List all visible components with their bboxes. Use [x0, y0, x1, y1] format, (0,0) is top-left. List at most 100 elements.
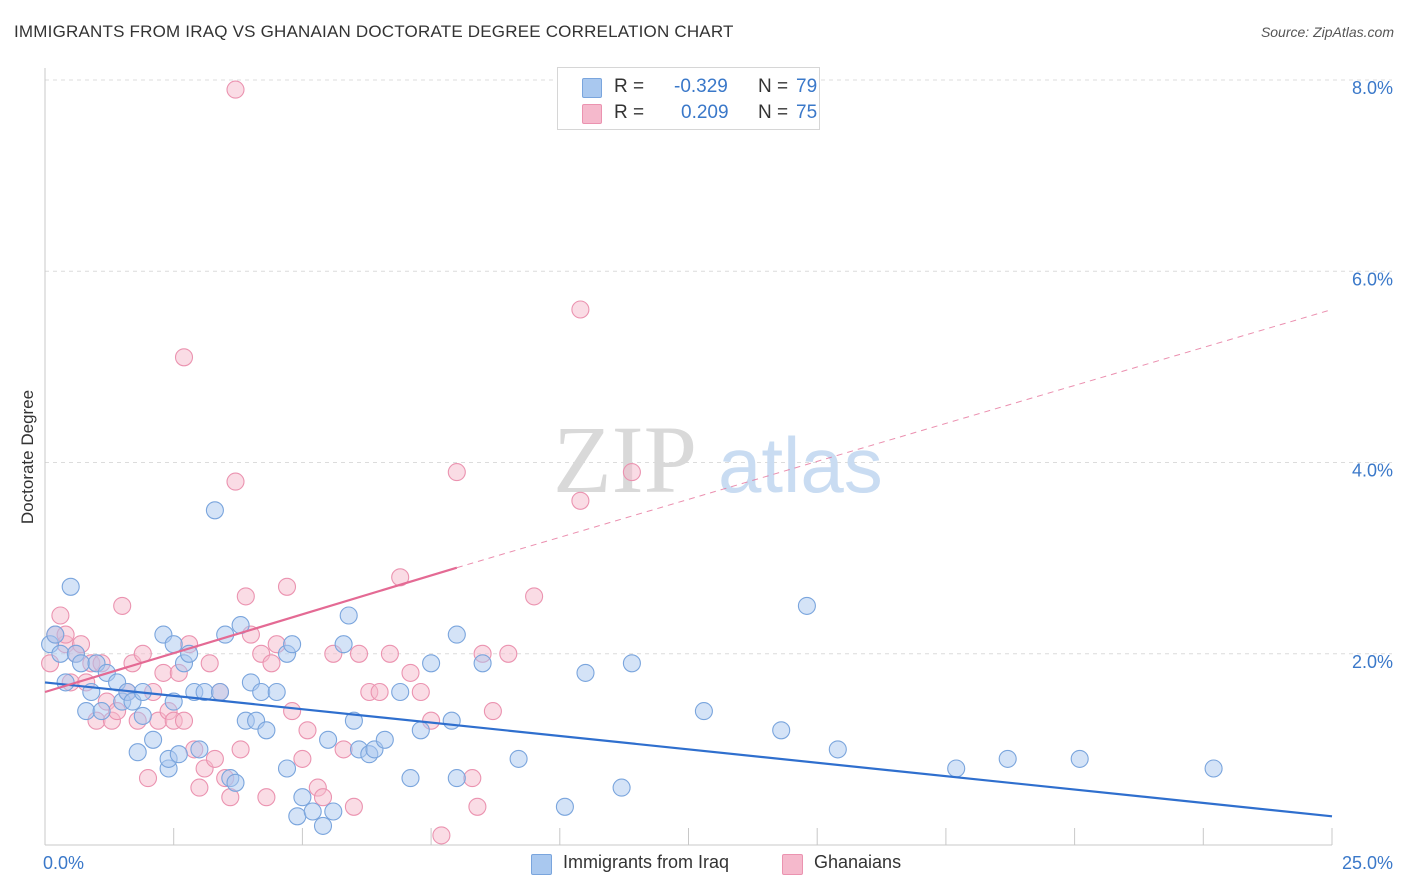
bottom-legend-label-iraq: Immigrants from Iraq — [563, 852, 730, 872]
ghanaians-point — [571, 300, 590, 319]
ghanaians-point — [447, 463, 466, 482]
iraq-point — [1070, 749, 1089, 768]
iraq-point — [576, 663, 595, 682]
legend-n-value: 75 — [796, 102, 818, 123]
iraq-point — [612, 778, 631, 797]
ghanaians-point — [154, 663, 173, 682]
ghanaians-point — [370, 682, 389, 702]
iraq-point — [375, 730, 394, 749]
legend-swatch-iraq — [582, 78, 602, 98]
legend-n-label: N = — [758, 76, 789, 97]
legend-r-value: 0.209 — [681, 102, 729, 123]
x-tick-label-max: 25.0% — [1342, 853, 1393, 873]
ghanaians-point — [226, 472, 245, 491]
ghanaians-point — [231, 740, 250, 759]
ghanaians-point — [411, 682, 430, 702]
ghanaians-point — [277, 577, 297, 596]
iraq-point — [133, 706, 152, 725]
iraq-point — [61, 577, 80, 596]
ghanaians-point — [525, 587, 544, 606]
ghanaians-point — [226, 80, 245, 99]
iraq-point — [164, 635, 183, 654]
iraq-point — [442, 711, 461, 730]
iraq-point — [1204, 759, 1223, 778]
iraq-point — [401, 769, 420, 788]
ghanaians-point — [468, 797, 487, 816]
ghanaians-point — [200, 654, 219, 673]
gridlines — [45, 79, 1392, 655]
source-label: Source: ZipAtlas.com — [1260, 24, 1394, 40]
x-tick-label-min: 0.0% — [43, 853, 84, 873]
legend-r-label: R = — [614, 76, 645, 97]
bottom-legend-swatch-iraq — [531, 854, 552, 875]
ghanaians-point — [190, 778, 209, 797]
ghanaians-point — [622, 463, 641, 482]
ghanaians-point — [313, 788, 333, 807]
ghanaians-point — [262, 654, 281, 673]
ghanaians-point — [432, 826, 451, 845]
iraq-point — [226, 773, 245, 792]
correlation-legend: R = -0.329 N = 79 R = 0.209 N = 75 — [557, 67, 820, 130]
ghanaians-point — [499, 644, 518, 663]
iraq-point — [555, 797, 574, 816]
iraq-point — [422, 654, 441, 673]
series-iraq-points — [41, 501, 1223, 835]
ghanaians-point — [51, 606, 70, 625]
ghanaians-point — [349, 644, 369, 663]
iraq-point — [71, 654, 91, 673]
iraq-point — [210, 682, 230, 702]
iraq-point — [190, 740, 209, 759]
iraq-point — [303, 802, 322, 821]
iraq-point — [339, 606, 358, 625]
ghanaians-point — [334, 740, 353, 759]
ghanaians-point — [483, 702, 502, 721]
iraq-point — [92, 702, 111, 721]
iraq-point — [169, 745, 188, 764]
ghanaians-point — [138, 769, 158, 788]
iraq-point — [622, 654, 641, 673]
iraq-point — [344, 711, 363, 730]
chart-title: IMMIGRANTS FROM IRAQ VS GHANAIAN DOCTORA… — [14, 22, 734, 41]
iraq-point — [828, 740, 847, 759]
iraq-point — [77, 702, 96, 721]
ghanaians-point — [174, 348, 194, 367]
iraq-point — [998, 749, 1017, 768]
ghanaians-trend-line — [44, 566, 458, 694]
iraq-point — [293, 788, 312, 807]
iraq-point — [797, 596, 816, 615]
y-tick-label: 4.0% — [1352, 461, 1393, 481]
ghanaians-point — [113, 596, 132, 615]
y-axis-label: Doctorate Degree — [18, 390, 37, 524]
legend-r-value: -0.329 — [674, 76, 728, 97]
ghanaians-point — [401, 663, 420, 682]
bottom-legend-label-ghana: Ghanaians — [814, 852, 902, 872]
y-tick-label: 2.0% — [1352, 652, 1393, 672]
ghanaians-point — [236, 587, 255, 606]
iraq-point — [319, 730, 338, 749]
iraq-point — [447, 625, 466, 644]
iraq-point — [277, 759, 297, 778]
iraq-point — [128, 743, 147, 762]
iraq-point — [391, 682, 410, 702]
ghanaians-point — [344, 797, 363, 816]
legend-n-label: N = — [758, 102, 789, 123]
iraq-point — [51, 644, 70, 663]
iraq-point — [313, 816, 333, 835]
iraq-point — [411, 721, 430, 740]
tick-labels: 2.0% 4.0% 6.0% 8.0% 0.0% 25.0% — [43, 78, 1393, 873]
ghanaians-point — [463, 769, 482, 788]
iraq-point — [252, 682, 271, 702]
ghanaians-point — [571, 491, 590, 510]
watermark-atlas: atlas — [718, 421, 883, 509]
y-tick-label: 6.0% — [1352, 269, 1393, 289]
legend-r-label: R = — [614, 102, 645, 123]
iraq-point — [772, 721, 791, 740]
iraq-point — [334, 635, 353, 654]
ghanaians-point — [205, 749, 224, 768]
iraq-point — [267, 682, 286, 702]
iraq-point — [324, 802, 343, 821]
watermark: ZIP atlas — [553, 406, 883, 513]
ghanaians-point — [298, 721, 317, 740]
iraq-trend-line — [44, 681, 1333, 818]
